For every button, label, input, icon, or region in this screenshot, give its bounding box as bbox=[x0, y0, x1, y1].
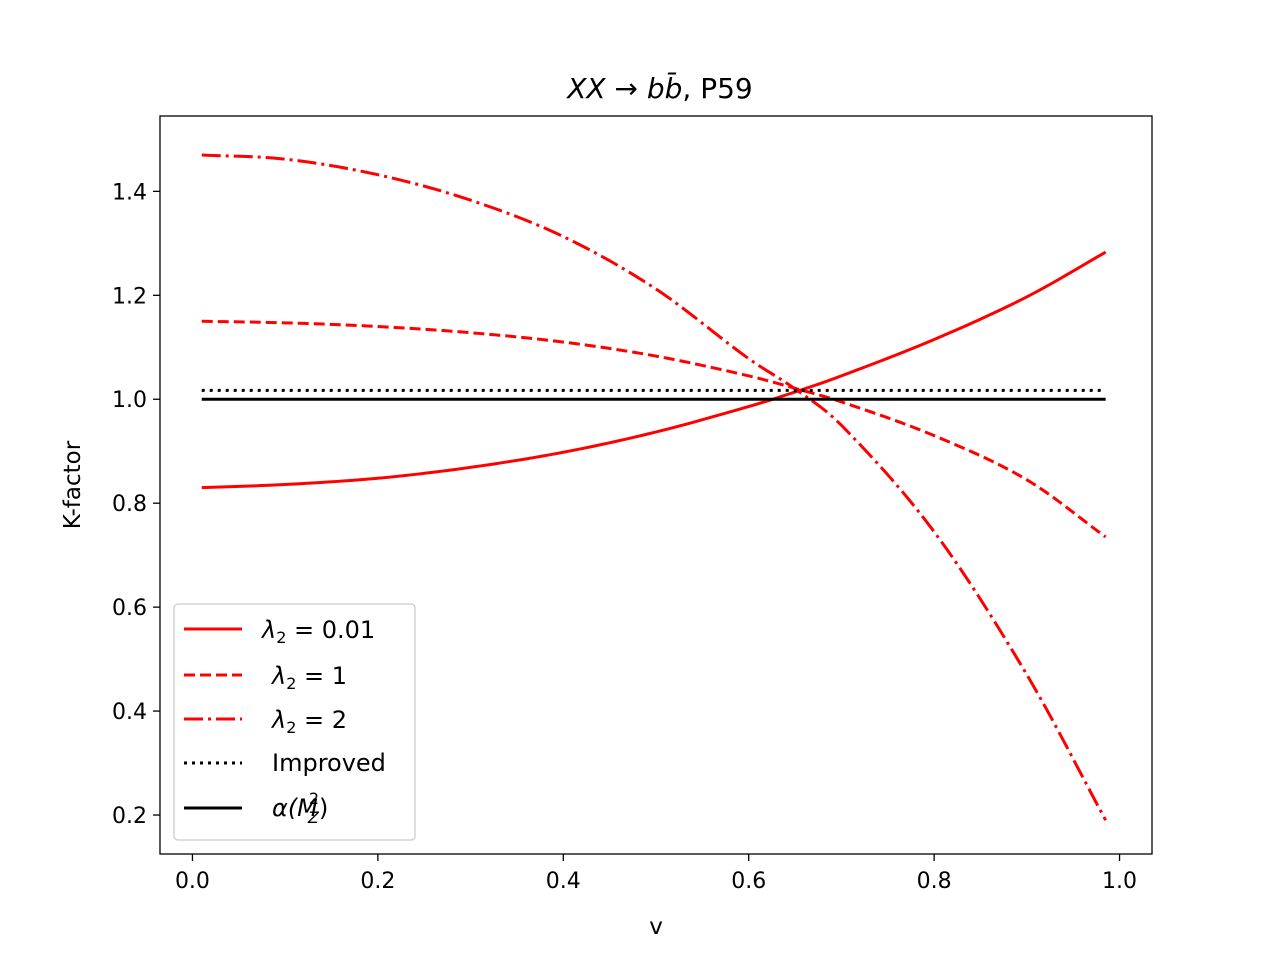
legend-label-alpha: α(MZ2) bbox=[272, 789, 328, 827]
legend-label-lambda-2: λ2 = 2 bbox=[270, 706, 347, 737]
y-tick-label: 1.0 bbox=[112, 388, 147, 413]
x-tick-label: 0.8 bbox=[917, 869, 952, 894]
plot-area bbox=[201, 153, 1107, 821]
legend-label-lambda-1: λ2 = 1 bbox=[270, 662, 347, 693]
x-tick-label: 0.0 bbox=[175, 869, 210, 894]
legend-label-improved: Improved bbox=[272, 749, 386, 777]
legend-label-lambda-001: λ2 = 0.01 bbox=[260, 616, 375, 647]
y-tick-label: 0.4 bbox=[112, 700, 147, 725]
y-tick-label: 1.2 bbox=[112, 284, 147, 309]
x-axis: 0.0 0.2 0.4 0.6 0.8 1.0 bbox=[175, 854, 1137, 894]
legend: λ2 = 0.01 λ2 = 1 λ2 = 2 Improved α(MZ2) bbox=[173, 603, 416, 841]
plot-frame bbox=[159, 115, 1153, 855]
y-tick-label: 1.4 bbox=[112, 180, 147, 205]
x-tick-label: 1.0 bbox=[1102, 869, 1137, 894]
x-tick-label: 0.4 bbox=[546, 869, 581, 894]
chart-title: XX → bb̄, P59 bbox=[565, 71, 753, 105]
series-lambda-1 bbox=[201, 319, 1107, 539]
y-tick-label: 0.6 bbox=[112, 596, 147, 621]
y-axis-label: K-factor bbox=[60, 440, 86, 529]
y-tick-label: 0.8 bbox=[112, 492, 147, 517]
y-tick-label: 0.2 bbox=[112, 804, 147, 829]
series-lambda-001 bbox=[201, 250, 1107, 490]
x-tick-label: 0.6 bbox=[731, 869, 766, 894]
legend-frame bbox=[173, 603, 416, 841]
x-axis-label: v bbox=[649, 914, 663, 940]
y-axis: 0.2 0.4 0.6 0.8 1.0 1.2 1.4 bbox=[112, 180, 160, 829]
x-tick-label: 0.2 bbox=[360, 869, 395, 894]
